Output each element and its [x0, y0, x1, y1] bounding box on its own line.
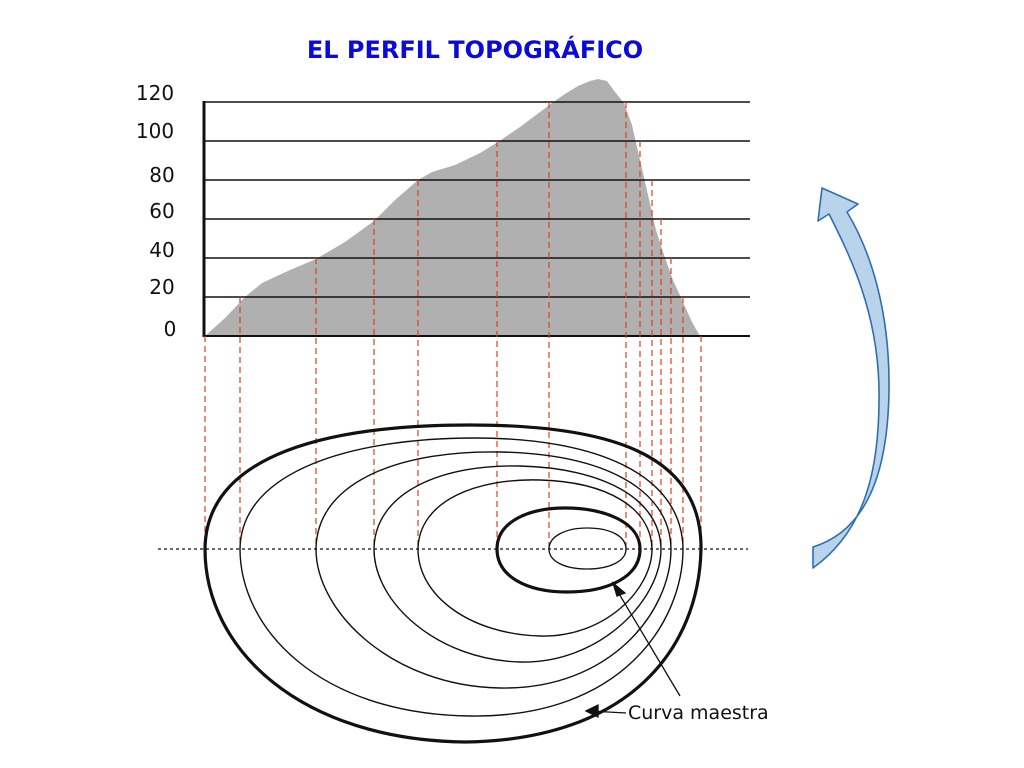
arrowhead-outer-curve	[584, 703, 599, 719]
arrowhead-master-curve	[611, 581, 627, 597]
y-tick-label: 0	[164, 317, 177, 341]
curved-arrow-up-icon	[812, 187, 890, 569]
contour-line-100-master	[495, 506, 642, 594]
elevation-lines	[205, 101, 750, 337]
profile-area	[205, 79, 700, 336]
y-tick-label: 100	[136, 119, 174, 143]
y-tick-label: 120	[136, 81, 174, 105]
annotation-pointers	[584, 581, 681, 719]
contour-line-60	[373, 465, 662, 663]
page-title: EL PERFIL TOPOGRÁFICO	[307, 35, 643, 64]
y-tick-labels: 120 100 80 60 40 20 0	[136, 81, 176, 341]
y-tick-label: 60	[149, 199, 174, 223]
annotation-label: Curva maestra	[628, 702, 769, 724]
y-tick-label: 20	[149, 275, 174, 299]
contour-line-20	[239, 437, 684, 717]
contour-map	[203, 423, 703, 744]
pointer-master-curve	[614, 586, 681, 697]
y-tick-label: 40	[149, 238, 174, 262]
y-tick-label: 80	[149, 163, 174, 187]
projection-lines	[204, 102, 702, 549]
contour-line-80	[417, 479, 653, 637]
